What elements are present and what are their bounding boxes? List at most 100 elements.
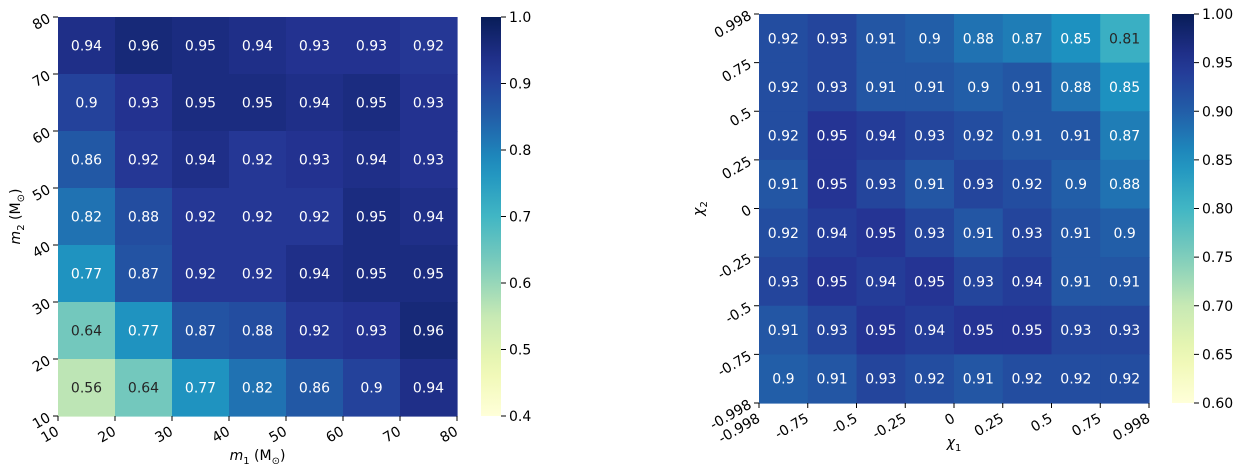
cell-value-label: 0.92 [242, 267, 273, 283]
y-axis-label: χ2 [691, 201, 710, 217]
cell-value-label: 0.93 [963, 177, 994, 193]
cell-value-label: 0.88 [963, 31, 994, 47]
y-tick-label: 50 [30, 182, 53, 205]
cell-value-label: 0.95 [865, 323, 896, 339]
cell-value-label: 0.94 [185, 153, 216, 169]
heatmap-cell [1051, 14, 1101, 64]
cell-value-label: 0.92 [963, 129, 994, 145]
heatmap-cell [905, 111, 955, 161]
heatmap-cell [954, 159, 1004, 210]
heatmap-cell [807, 159, 858, 210]
y-tick-label: 0.25 [720, 154, 755, 183]
heatmap-cell [1002, 208, 1053, 258]
cell-value-label: 0.93 [299, 153, 330, 169]
colorbar-tick-label: 0.95 [1202, 56, 1233, 72]
cell-value-label: 0.93 [356, 39, 387, 55]
heatmap-cell [807, 354, 858, 404]
colorbar-tick-label: 0.8 [509, 143, 531, 159]
heatmap-cell [1100, 62, 1150, 112]
heatmap-cell [954, 208, 1004, 258]
cell-value-label: 0.92 [242, 210, 273, 226]
heatmap-cell [172, 131, 230, 189]
heatmap-cell [807, 305, 858, 355]
cell-value-label: 0.86 [71, 153, 102, 169]
heatmap-cell [1100, 257, 1150, 307]
cell-value-label: 0.94 [914, 323, 945, 339]
y-tick-label: 0.998 [712, 8, 755, 42]
cell-value-label: 0.93 [817, 323, 848, 339]
heatmap-cell [759, 62, 809, 112]
cell-value-label: 0.9 [1065, 177, 1087, 193]
heatmap-cell [856, 354, 906, 404]
cell-value-label: 0.88 [128, 210, 159, 226]
heatmap-cell [229, 74, 287, 132]
cell-value-label: 0.92 [1012, 177, 1043, 193]
cell-value-label: 0.85 [1060, 31, 1091, 47]
heatmap-cell [58, 245, 116, 303]
cell-value-label: 0.91 [1060, 226, 1091, 242]
cell-value-label: 0.91 [865, 31, 896, 47]
x-tick-label: 10 [39, 424, 62, 447]
colorbar-tick-label: 0.70 [1202, 299, 1233, 315]
heatmap-cell [807, 111, 858, 161]
cell-value-label: 0.91 [817, 372, 848, 388]
heatmap-cell [905, 159, 955, 210]
heatmap-cell [1002, 62, 1053, 112]
cell-value-label: 0.93 [914, 226, 945, 242]
y-tick-label: 30 [30, 296, 53, 319]
cell-value-label: 0.9 [1113, 226, 1135, 242]
x-tick-label: 80 [438, 424, 461, 447]
heatmap-cell [1002, 111, 1053, 161]
heatmap-cell [229, 188, 287, 246]
heatmap-cell [905, 208, 955, 258]
heatmap-cell [856, 14, 906, 64]
x-tick-label: -0.75 [772, 411, 811, 443]
heatmap-cell [343, 188, 401, 246]
colorbar-tick-label: 0.9 [509, 77, 531, 93]
cell-value-label: 0.91 [768, 323, 799, 339]
heatmap-cell [856, 257, 906, 307]
cell-value-label: 0.95 [356, 267, 387, 283]
colorbar-tick-label: 0.5 [509, 343, 531, 359]
y-tick-label: 0 [739, 202, 755, 220]
cell-value-label: 0.91 [1012, 129, 1043, 145]
cell-value-label: 0.91 [1060, 274, 1091, 290]
cell-value-label: 0.95 [185, 96, 216, 112]
cell-value-label: 0.93 [299, 39, 330, 55]
cell-value-label: 0.92 [768, 80, 799, 96]
cell-value-label: 0.93 [963, 274, 994, 290]
cell-value-label: 0.85 [1109, 80, 1140, 96]
cell-value-label: 0.9 [918, 31, 940, 47]
x-tick-label: 0.75 [1069, 411, 1104, 440]
heatmap-cell [172, 245, 230, 303]
heatmap-cell [286, 188, 344, 246]
cell-value-label: 0.88 [1109, 177, 1140, 193]
x-axis-label: χ1 [946, 435, 962, 454]
cell-value-label: 0.96 [413, 324, 444, 340]
x-tick-label: 30 [153, 424, 176, 447]
heatmap-cell [954, 111, 1004, 161]
cell-value-label: 0.95 [185, 39, 216, 55]
heatmap-cell [343, 131, 401, 189]
heatmap-cell [759, 257, 809, 307]
cell-value-label: 0.56 [71, 381, 102, 397]
heatmap-cell [1051, 111, 1101, 161]
heatmap-cell [759, 208, 809, 258]
cell-value-label: 0.87 [1012, 31, 1043, 47]
heatmap-cell [807, 257, 858, 307]
cell-value-label: 0.88 [242, 324, 273, 340]
heatmap-cell [400, 245, 458, 303]
cell-value-label: 0.93 [1060, 323, 1091, 339]
cell-value-label: 0.92 [413, 39, 444, 55]
colorbar-tick-label: 1.00 [1202, 7, 1233, 23]
y-tick-label: 10 [30, 410, 53, 433]
cell-value-label: 0.77 [71, 267, 102, 283]
cell-value-label: 0.92 [914, 372, 945, 388]
cell-value-label: 0.82 [242, 381, 273, 397]
cell-value-label: 0.93 [1109, 323, 1140, 339]
cell-value-label: 0.95 [817, 177, 848, 193]
y-axis-label: m2 (M⊙) [8, 189, 27, 245]
heatmap-cell [1051, 354, 1101, 404]
heatmap-cell [115, 188, 173, 246]
cell-value-label: 0.95 [356, 96, 387, 112]
